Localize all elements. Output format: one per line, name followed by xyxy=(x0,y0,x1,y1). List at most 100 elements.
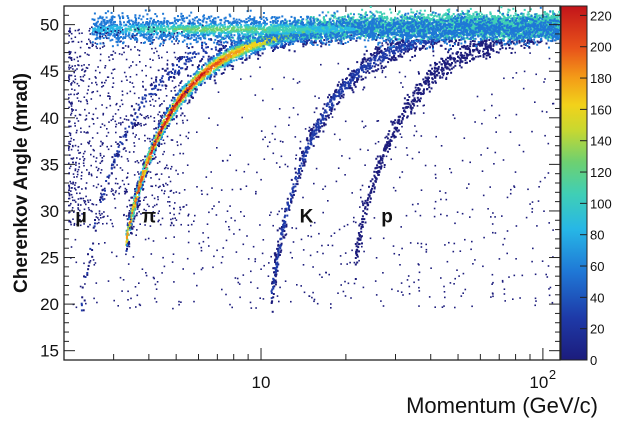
data-point xyxy=(139,185,142,188)
data-point xyxy=(132,204,135,207)
data-point xyxy=(349,21,352,24)
data-point xyxy=(376,28,379,31)
data-point xyxy=(527,16,530,19)
data-point xyxy=(284,43,287,46)
data-point xyxy=(400,21,403,23)
data-point xyxy=(128,125,131,128)
data-point xyxy=(114,154,117,157)
data-point xyxy=(144,155,147,158)
data-point xyxy=(162,133,165,135)
data-point xyxy=(126,232,129,235)
data-point xyxy=(446,25,449,28)
data-point xyxy=(152,137,155,140)
data-point xyxy=(123,147,126,150)
data-point xyxy=(271,44,274,47)
data-point xyxy=(430,18,433,20)
data-point xyxy=(161,84,164,87)
data-point xyxy=(319,19,322,22)
data-point xyxy=(141,96,144,99)
data-point xyxy=(168,111,171,114)
data-point xyxy=(171,106,174,109)
data-point xyxy=(145,174,148,177)
data-point xyxy=(346,33,349,36)
data-point xyxy=(158,122,161,125)
data-point xyxy=(209,75,212,78)
data-point xyxy=(230,32,232,34)
data-point xyxy=(220,49,223,51)
data-point xyxy=(100,193,103,196)
data-point xyxy=(171,64,174,67)
data-point xyxy=(263,47,266,50)
data-point xyxy=(128,222,130,225)
data-point xyxy=(313,34,316,37)
data-point xyxy=(110,167,113,170)
data-point xyxy=(126,230,129,233)
data-point xyxy=(442,14,445,17)
data-point xyxy=(361,8,364,11)
data-point xyxy=(334,38,337,41)
data-point xyxy=(130,204,133,206)
data-point xyxy=(210,66,213,69)
data-point xyxy=(133,215,136,218)
data-point xyxy=(523,8,526,11)
data-point xyxy=(81,296,84,299)
data-point xyxy=(500,29,503,32)
data-point xyxy=(219,54,222,57)
data-point xyxy=(201,80,204,83)
data-point xyxy=(172,76,175,78)
data-point xyxy=(167,112,170,115)
data-point xyxy=(313,21,316,24)
data-point xyxy=(160,134,163,136)
data-point xyxy=(178,60,180,63)
points-layer xyxy=(68,6,560,313)
data-point xyxy=(226,41,229,44)
data-point xyxy=(348,17,351,20)
data-point xyxy=(255,46,258,49)
data-point xyxy=(129,213,132,216)
data-point xyxy=(239,47,242,50)
data-point xyxy=(451,14,454,17)
data-point xyxy=(224,64,227,67)
data-point xyxy=(461,10,464,13)
data-point xyxy=(80,304,83,307)
data-point xyxy=(172,96,174,99)
data-point xyxy=(158,143,161,146)
data-point xyxy=(176,71,179,74)
data-point xyxy=(201,58,204,61)
data-point xyxy=(255,43,258,46)
data-point xyxy=(212,55,215,58)
data-point xyxy=(167,73,170,76)
data-point xyxy=(300,31,303,34)
data-point xyxy=(147,155,150,158)
data-point xyxy=(441,15,444,18)
data-point xyxy=(84,276,87,278)
data-point xyxy=(349,25,352,28)
data-point xyxy=(162,122,165,125)
data-point xyxy=(489,12,492,15)
data-point xyxy=(202,48,205,51)
data-point xyxy=(241,44,244,47)
data-point xyxy=(253,49,256,52)
data-point xyxy=(132,215,134,218)
data-point xyxy=(226,48,229,51)
data-point xyxy=(130,226,133,229)
data-point xyxy=(411,15,414,18)
data-point xyxy=(207,66,210,69)
data-point xyxy=(275,43,278,46)
data-point xyxy=(193,77,196,80)
data-point xyxy=(192,77,195,80)
data-point xyxy=(239,55,242,58)
data-point xyxy=(215,59,217,62)
data-point xyxy=(450,16,453,19)
data-point xyxy=(360,35,363,38)
data-point xyxy=(252,48,255,51)
data-point xyxy=(209,57,212,60)
data-point xyxy=(189,75,192,78)
data-point xyxy=(218,40,221,43)
data-point xyxy=(389,8,392,11)
data-point xyxy=(186,58,189,60)
data-point xyxy=(263,39,266,42)
data-point xyxy=(226,62,229,65)
data-point xyxy=(168,71,171,74)
data-point xyxy=(293,50,296,53)
